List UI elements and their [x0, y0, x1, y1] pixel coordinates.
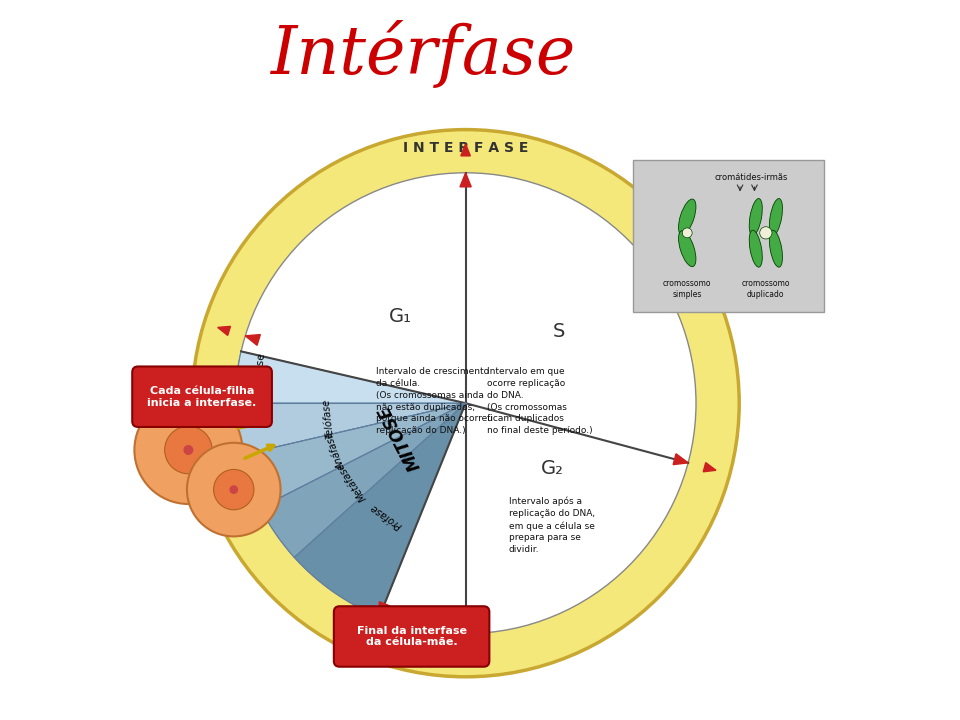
Polygon shape — [245, 335, 260, 346]
Text: cromossomo
duplicado: cromossomo duplicado — [741, 279, 790, 299]
Text: cromátides-irmãs: cromátides-irmãs — [714, 173, 787, 182]
Circle shape — [214, 469, 254, 510]
Ellipse shape — [749, 230, 762, 267]
Text: Citocinese: Citocinese — [251, 352, 266, 408]
Text: cromossomo
simples: cromossomo simples — [663, 279, 711, 299]
Text: Cada célula-filha
inicia a interfase.: Cada célula-filha inicia a interfase. — [148, 386, 256, 408]
FancyBboxPatch shape — [132, 366, 272, 427]
FancyBboxPatch shape — [633, 160, 824, 312]
Polygon shape — [673, 454, 688, 464]
Text: Intervalo após a
replicação do DNA,
em que a célula se
prepara para se
dividir.: Intervalo após a replicação do DNA, em q… — [509, 497, 595, 554]
Text: Anáfase: Anáfase — [324, 431, 348, 471]
Ellipse shape — [769, 199, 782, 235]
Circle shape — [230, 486, 237, 493]
Polygon shape — [379, 602, 390, 617]
Circle shape — [683, 228, 692, 238]
Polygon shape — [369, 631, 377, 644]
Text: G₁: G₁ — [390, 307, 412, 326]
Text: Intervalo de crescimento
da célula.
(Os cromossomas ainda
não estão duplicados,
: Intervalo de crescimento da célula. (Os … — [375, 367, 492, 435]
Text: Metáfase: Metáfase — [335, 460, 369, 503]
FancyBboxPatch shape — [334, 606, 490, 667]
Circle shape — [165, 426, 212, 474]
Wedge shape — [241, 403, 466, 508]
Text: MITOSE: MITOSE — [375, 401, 424, 473]
Wedge shape — [260, 403, 466, 557]
Polygon shape — [218, 326, 230, 336]
Text: G₂: G₂ — [540, 459, 564, 477]
Text: Intervalo em que
ocorre replicação
do DNA.
(Os cromossomas
ficam duplicados
no f: Intervalo em que ocorre replicação do DN… — [487, 367, 593, 435]
Text: Telófase: Telófase — [321, 398, 335, 439]
Wedge shape — [235, 403, 466, 455]
Circle shape — [192, 130, 739, 677]
Text: S: S — [553, 322, 565, 341]
Text: Prófase: Prófase — [369, 502, 404, 531]
Ellipse shape — [749, 199, 762, 235]
Ellipse shape — [679, 230, 696, 266]
Wedge shape — [235, 351, 466, 403]
Circle shape — [187, 443, 280, 536]
Polygon shape — [461, 144, 470, 156]
Circle shape — [235, 173, 696, 634]
Circle shape — [134, 396, 243, 504]
Text: Final da interfase
da célula-mãe.: Final da interfase da célula-mãe. — [356, 626, 467, 647]
Text: Intérfase: Intérfase — [270, 20, 575, 88]
Ellipse shape — [679, 199, 696, 235]
Wedge shape — [295, 403, 466, 617]
Circle shape — [184, 446, 193, 454]
Text: I N T E R F A S E: I N T E R F A S E — [403, 140, 528, 155]
Polygon shape — [704, 463, 716, 472]
Polygon shape — [460, 173, 471, 187]
Circle shape — [759, 227, 772, 239]
Ellipse shape — [769, 230, 782, 267]
